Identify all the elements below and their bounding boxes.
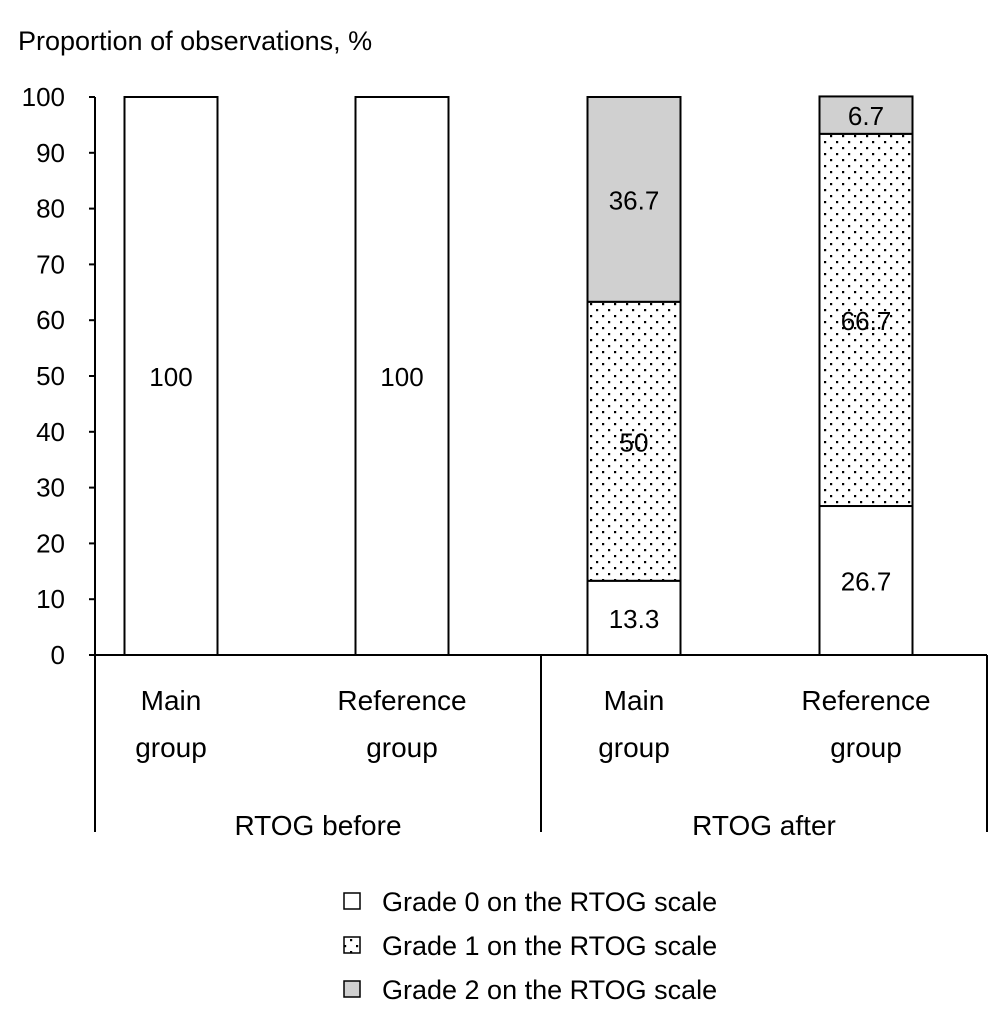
data-label: 100	[149, 362, 192, 392]
y-tick-label: 50	[36, 361, 65, 391]
x-category-label: group	[598, 732, 670, 763]
data-label: 100	[380, 362, 423, 392]
x-category-label: Main	[141, 685, 202, 716]
x-category-label: group	[366, 732, 438, 763]
legend-swatch	[343, 892, 361, 910]
data-label: 36.7	[609, 185, 660, 215]
y-axis-title: Proportion of observations, %	[18, 26, 372, 56]
y-tick-label: 80	[36, 194, 65, 224]
y-tick-label: 10	[36, 584, 65, 614]
legend-label: Grade 1 on the RTOG scale	[382, 931, 717, 961]
plot-area: 0 10 20 30 40 50 60 70 80 90 100 100 Main group 100 Ref…	[22, 82, 988, 841]
y-tick-label: 90	[36, 138, 65, 168]
bar-segment	[123, 96, 219, 656]
legend-label: Grade 2 on the RTOG scale	[382, 975, 717, 1005]
legend-swatch	[343, 936, 361, 954]
data-label: 50	[620, 427, 649, 457]
y-tick-label: 30	[36, 473, 65, 503]
y-tick-label: 100	[22, 82, 65, 112]
x-group-label: RTOG after	[692, 810, 836, 841]
y-tick-label: 70	[36, 249, 65, 279]
x-group-label: RTOG before	[234, 810, 401, 841]
bar-segment	[586, 96, 682, 303]
y-tick-label: 60	[36, 305, 65, 335]
x-category-label: Reference	[337, 685, 466, 716]
y-tick-label: 0	[51, 640, 65, 670]
bar-segment	[586, 579, 682, 657]
legend-label: Grade 0 on the RTOG scale	[382, 887, 717, 917]
data-label: 26.7	[841, 567, 892, 597]
bar-segment	[818, 95, 914, 135]
x-category-label: Main	[604, 685, 665, 716]
x-category-label: group	[830, 732, 902, 763]
legend: Grade 0 on the RTOG scale Grade 1 on the …	[343, 887, 717, 1005]
y-tick-label: 20	[36, 528, 65, 558]
data-label: 13.3	[609, 604, 660, 634]
bar-segment	[818, 505, 914, 656]
x-category-label: group	[135, 732, 207, 763]
data-label: 66.7	[841, 306, 892, 336]
bar-segment	[586, 300, 682, 582]
x-category-label: Reference	[801, 685, 930, 716]
data-label: 6.7	[848, 101, 884, 131]
legend-swatch	[343, 980, 361, 998]
y-tick-label: 40	[36, 417, 65, 447]
bar-segment	[354, 96, 450, 656]
